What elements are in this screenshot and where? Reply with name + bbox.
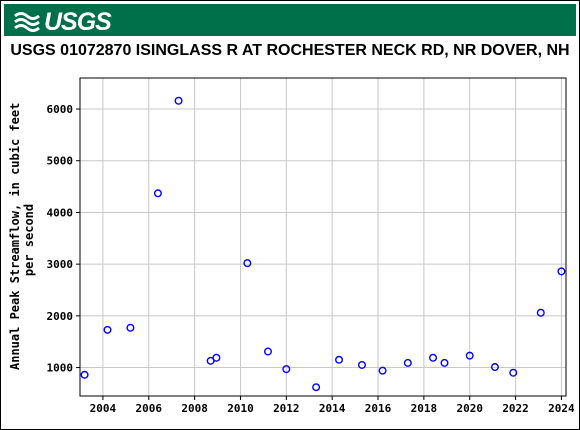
chart-title: USGS 01072870 ISINGLASS R AT ROCHESTER N… [10, 42, 570, 59]
y-tick-label: 4000 [47, 206, 74, 219]
data-point [263, 347, 272, 356]
data-point [174, 96, 183, 105]
y-tick-label: 1000 [47, 362, 74, 375]
y-tick-label: 6000 [47, 103, 74, 116]
usgs-banner: USGS [4, 4, 576, 36]
x-tick-label: 2008 [181, 402, 208, 415]
x-tick-label: 2012 [273, 402, 300, 415]
x-tick-label: 2022 [502, 402, 529, 415]
data-point [153, 189, 162, 198]
data-point [357, 360, 366, 369]
data-point [243, 259, 252, 268]
x-tick-label: 2014 [319, 402, 346, 415]
data-point [126, 323, 135, 332]
x-tick-label: 2006 [136, 402, 163, 415]
data-point [212, 353, 221, 362]
plot-area [80, 78, 566, 396]
data-point [282, 365, 291, 374]
data-point [440, 358, 449, 367]
x-tick-label: 2004 [90, 402, 117, 415]
x-tick-label: 2024 [548, 402, 575, 415]
data-point [429, 353, 438, 362]
x-tick-label: 2018 [411, 402, 438, 415]
usgs-wave-icon [14, 12, 40, 32]
usgs-logo-text: USGS [44, 7, 112, 36]
data-point [465, 351, 474, 360]
data-point [536, 308, 545, 317]
data-point [80, 370, 89, 379]
y-tick-label: 5000 [47, 155, 74, 168]
x-tick-label: 2020 [456, 402, 483, 415]
x-tick-label: 2010 [227, 402, 254, 415]
y-tick-label: 3000 [47, 258, 74, 271]
x-tick-label: 2016 [365, 402, 392, 415]
data-point [378, 366, 387, 375]
usgs-logo: USGS [14, 7, 112, 36]
data-point [103, 325, 112, 334]
data-point [557, 267, 566, 276]
data-point [312, 383, 321, 392]
data-point [403, 358, 412, 367]
y-tick-label: 2000 [47, 310, 74, 323]
plot-border [79, 77, 567, 397]
data-point [490, 363, 499, 372]
data-point [335, 355, 344, 364]
data-point [509, 368, 518, 377]
